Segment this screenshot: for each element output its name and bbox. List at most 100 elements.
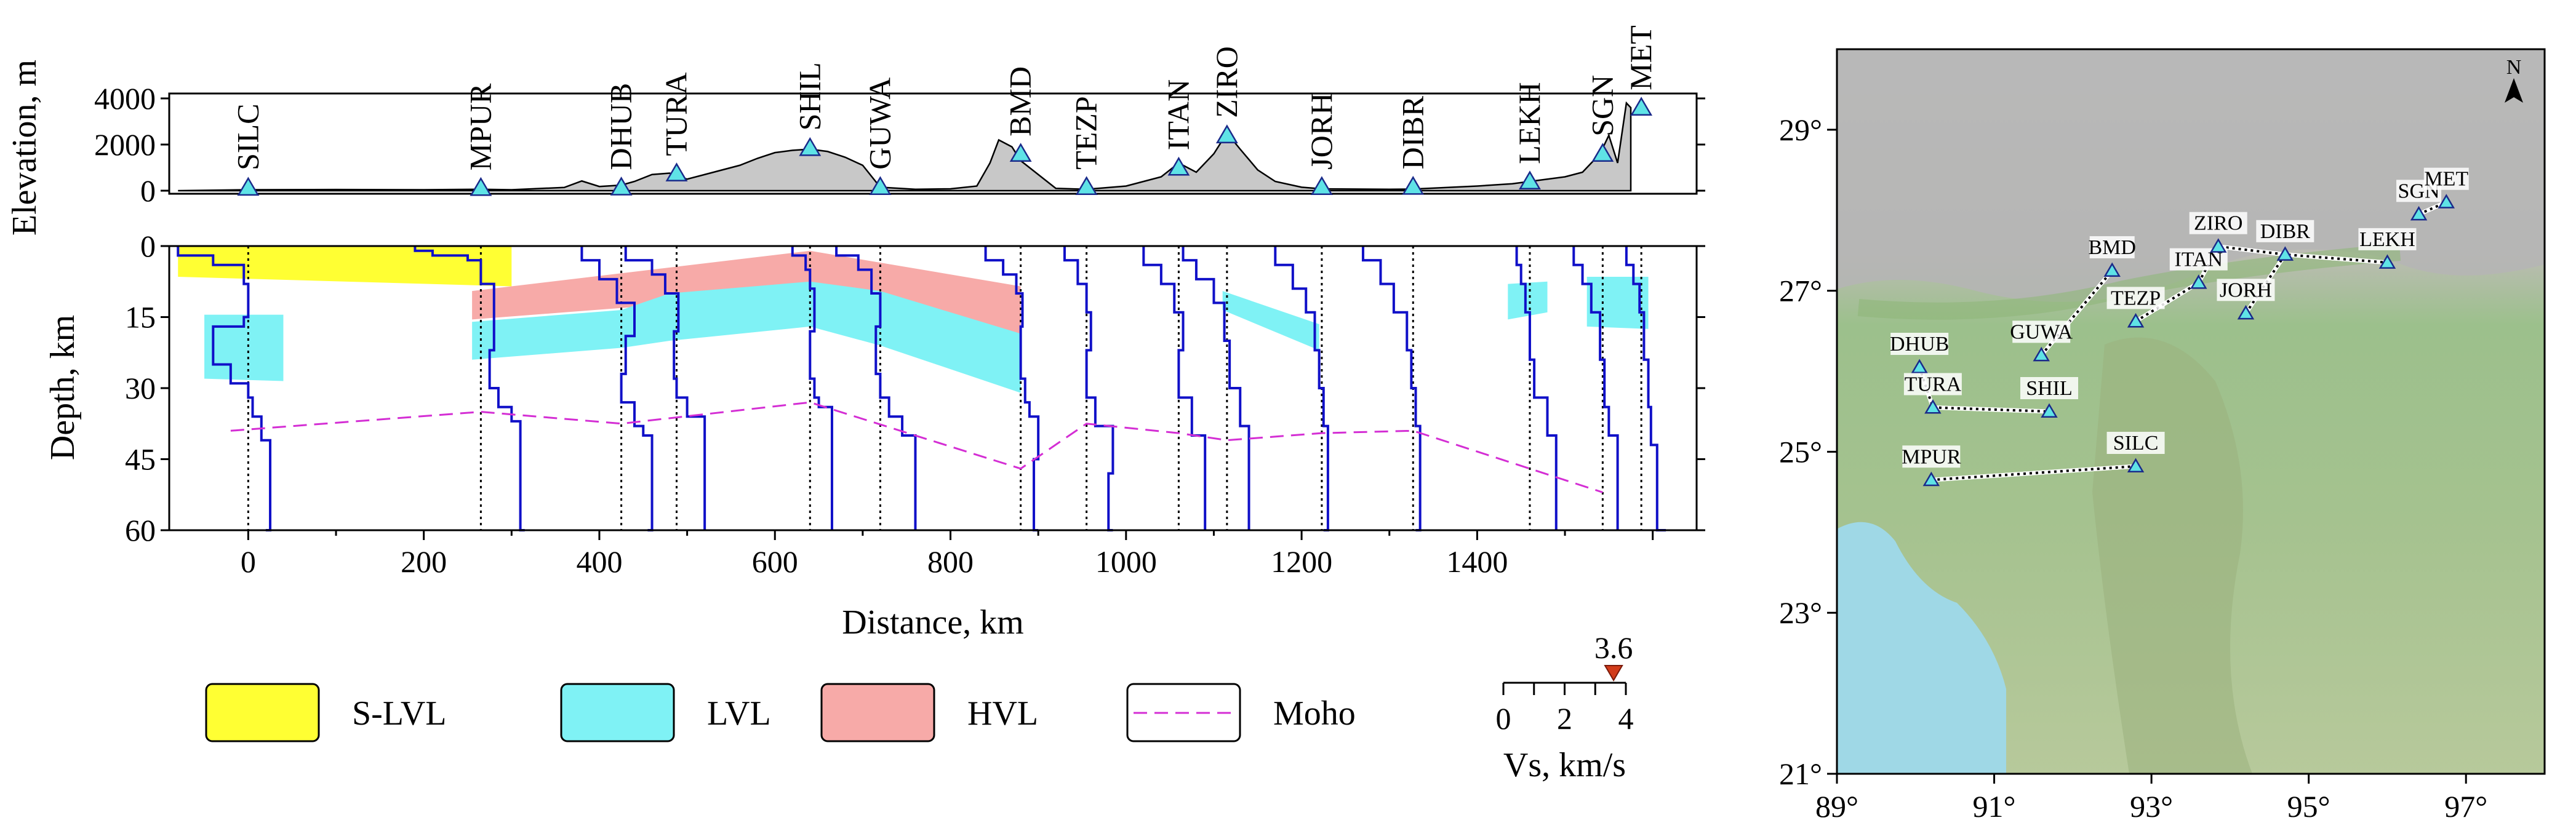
legend-label-s-lvl: S-LVL xyxy=(352,694,447,733)
depth-y-tick-label: 15 xyxy=(125,300,156,335)
distance-x-tick-label: 800 xyxy=(927,544,974,579)
station-marker-silc xyxy=(237,177,260,196)
map-station-label-tezp: TEZP xyxy=(2111,287,2161,309)
station-marker-lekh xyxy=(1519,170,1541,189)
depth-y-tick-label: 0 xyxy=(140,229,156,263)
depth-y-tick-label: 60 xyxy=(125,513,156,547)
map-station-marker-dhub xyxy=(1911,359,1928,374)
map-lat-tick-label: 23° xyxy=(1779,595,1822,630)
map-lat-tick-label: 25° xyxy=(1779,434,1822,469)
map-station-label-bmd: BMD xyxy=(2088,236,2135,259)
map-station-label-dhub: DHUB xyxy=(1890,333,1949,356)
vs-profile-tezp xyxy=(1063,246,1114,531)
vs-profile-met xyxy=(1625,246,1666,531)
map-station-label-shil: SHIL xyxy=(2026,377,2073,400)
lvl-zone xyxy=(1508,281,1548,320)
vs-profile-lekh xyxy=(1515,246,1558,530)
map-route-halo xyxy=(1931,464,2136,482)
map-lon-tick-label: 97° xyxy=(2444,789,2487,824)
map-route-line xyxy=(1932,406,2050,413)
station-marker-met xyxy=(1630,97,1653,116)
map-lat-tick-label: 29° xyxy=(1779,113,1822,147)
elevation-stations: SILC MPUR DHUB TURA SHIL GUWA BMD TEZP ITAN ZIRO J… xyxy=(230,25,1658,196)
distance-x-tick-label: 1200 xyxy=(1271,544,1332,579)
vs-profile-shil xyxy=(791,246,833,530)
map-station-marker-shil xyxy=(2041,403,2058,418)
vs-profile-jorh xyxy=(1274,246,1329,531)
vs-profile-ziro xyxy=(1182,246,1250,530)
vs-profile-mpur xyxy=(414,246,525,531)
vs-profile-itan xyxy=(1142,246,1207,530)
depth-y-tick-label: 30 xyxy=(125,371,156,405)
station-marker-shil xyxy=(799,137,822,156)
vs-scale-tick-label: 0 xyxy=(1496,701,1511,736)
map-station-marker-itan xyxy=(2190,274,2207,289)
vs-scale: 0 2 4 3.6 Vs, km/s xyxy=(1496,630,1634,784)
station-marker-dhub xyxy=(610,177,633,196)
north-arrow-label: N xyxy=(2506,56,2522,79)
map-lon-tick-label: 91° xyxy=(1973,789,2016,824)
elevation-y-tick-label: 2000 xyxy=(94,127,156,162)
station-map: 89° 91° 93° 95° 97° 21° 23° 25° 27° 29° SILC MPUR D… xyxy=(1779,48,2546,824)
distance-x-tick-label: 1000 xyxy=(1095,544,1157,579)
map-station-label-bg xyxy=(2106,432,2165,455)
station-marker-tura xyxy=(665,162,688,181)
map-frame xyxy=(1836,48,2546,775)
legend-swatch-s-lvl xyxy=(205,683,320,742)
vs-scale-tick-label: 4 xyxy=(1618,701,1634,736)
vs-profile-sgn xyxy=(1572,246,1619,530)
map-lat-tick-label: 27° xyxy=(1779,274,1822,308)
map-axes: 89° 91° 93° 95° 97° 21° 23° 25° 27° 29° xyxy=(1779,113,2487,824)
station-marker-jorh xyxy=(1310,176,1333,195)
lvl-zone xyxy=(1222,291,1319,351)
legend-label-lvl: LVL xyxy=(707,694,771,733)
station-label-dibr: DIBR xyxy=(1395,95,1430,169)
map-station-label-bg xyxy=(2089,236,2135,258)
distance-x-tick-label: 200 xyxy=(401,544,447,579)
vs-profile-silc xyxy=(177,246,272,531)
map-station-label-lekh: LEKH xyxy=(2359,228,2415,251)
map-station-label-dibr: DIBR xyxy=(2260,220,2311,243)
s-lvl-zone xyxy=(178,246,512,287)
map-station-label-silc: SILC xyxy=(2113,432,2159,455)
map-lon-tick-label: 89° xyxy=(1815,789,1858,824)
elevation-frame xyxy=(168,92,1698,195)
elevation-marks xyxy=(178,101,1632,192)
station-label-guwa: GUWA xyxy=(862,78,897,170)
map-station-marker-mpur xyxy=(1922,471,1940,487)
map-station-marker-bmd xyxy=(2103,262,2121,277)
station-label-silc: SILC xyxy=(230,104,265,170)
distance-x-tick-label: 1400 xyxy=(1446,544,1508,579)
distance-axis-label: Distance, km xyxy=(842,603,1023,642)
map-station-marker-tezp xyxy=(2127,312,2145,328)
elevation-y-tick-label: 0 xyxy=(140,173,156,208)
map-station-label-guwa: GUWA xyxy=(2010,320,2073,343)
station-label-met: MET xyxy=(1623,25,1658,90)
station-label-lekh: LEKH xyxy=(1512,82,1546,164)
station-marker-bmd xyxy=(1009,143,1032,162)
map-lon-tick-label: 95° xyxy=(2287,789,2330,824)
depth-marks xyxy=(177,246,1666,531)
station-label-itan: ITAN xyxy=(1161,79,1195,150)
north-arrow-icon xyxy=(2505,78,2523,103)
map-station-label-ziro: ZIRO xyxy=(2194,212,2242,235)
station-label-dhub: DHUB xyxy=(604,83,638,170)
map-station-label-bg xyxy=(2358,228,2417,250)
station-marker-itan xyxy=(1167,156,1190,176)
map-station-label-bg xyxy=(1903,373,1962,396)
vs-profile-dibr xyxy=(1361,246,1422,531)
map-station-label-met: MET xyxy=(2424,168,2468,191)
map-station-label-bg xyxy=(2256,220,2314,242)
north-arrow: N xyxy=(2505,56,2523,103)
map-station-label-bg xyxy=(2012,320,2071,343)
distance-x-tick-label: 400 xyxy=(576,544,622,579)
map-station-marker-dibr xyxy=(2276,246,2294,261)
map-station-marker-guwa xyxy=(2033,346,2050,362)
map-station-marker-lekh xyxy=(2378,254,2396,269)
distance-x-tick-label: 600 xyxy=(752,544,798,579)
elevation-y-tick-label: 4000 xyxy=(94,81,156,116)
